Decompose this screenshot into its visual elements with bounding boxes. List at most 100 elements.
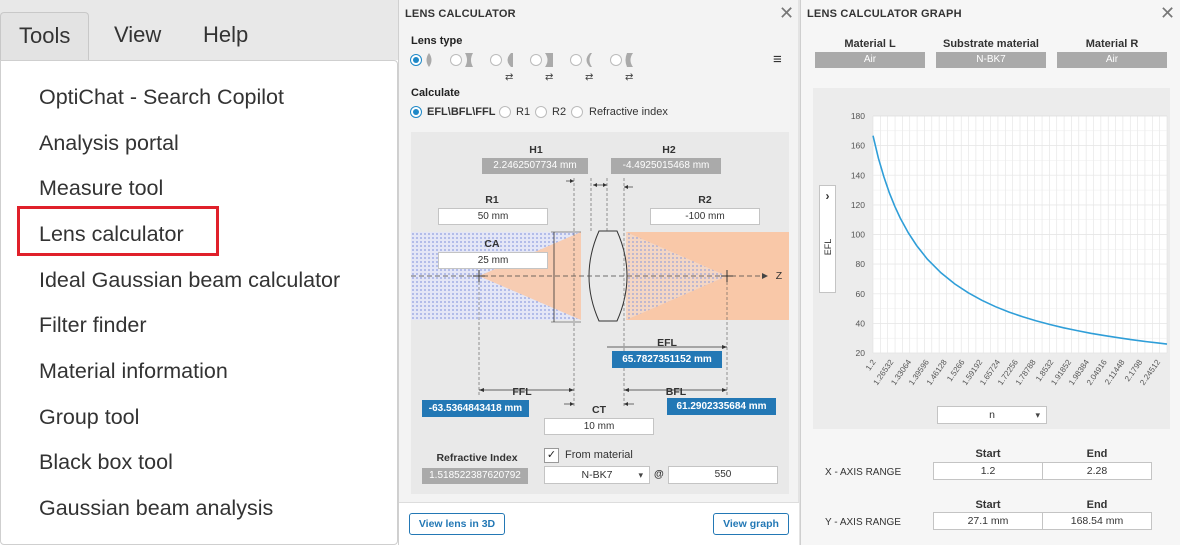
- radio-r2-label: R2: [552, 106, 567, 118]
- radio-refractive-index[interactable]: [571, 106, 583, 118]
- material-r-label: Material R: [1085, 38, 1139, 50]
- menu-item-lens-calculator[interactable]: Lens calculator: [39, 222, 184, 246]
- svg-text:⇄: ⇄: [545, 72, 553, 83]
- menu-item-group-tool[interactable]: Group tool: [39, 405, 140, 429]
- svg-text:⇄: ⇄: [505, 72, 513, 83]
- x-start-input[interactable]: 1.2: [933, 462, 1043, 480]
- lens-type-meniscus-negative-icon: ⇄: [610, 53, 633, 83]
- y-tick-label: 20: [856, 348, 866, 358]
- x-variable-select[interactable]: n ▾: [937, 406, 1047, 424]
- bfl-value: 61.2902335684 mm: [667, 398, 776, 415]
- y-tick-label: 40: [856, 318, 866, 328]
- hamburger-menu-icon[interactable]: ≡: [773, 51, 782, 68]
- r1-label: R1: [485, 194, 499, 206]
- x-start-head: Start: [975, 448, 1001, 460]
- lens-type-plano-convex-icon: ⇄: [490, 53, 513, 83]
- virtual-cone: [479, 232, 581, 320]
- menubar: Tools View Help: [0, 0, 398, 60]
- radio-r2[interactable]: [535, 106, 547, 118]
- menu-item-material-information[interactable]: Material information: [39, 359, 228, 383]
- refractive-index-label: Refractive Index: [436, 452, 518, 464]
- x-end-input[interactable]: 2.28: [1042, 462, 1152, 480]
- h1-value: 2.2462507734 mm: [482, 158, 588, 174]
- lens-type-label: Lens type: [411, 35, 463, 47]
- x-tick-label: 1.2: [864, 358, 878, 373]
- ct-input[interactable]: 10 mm: [544, 418, 654, 435]
- at-symbol: @: [654, 469, 664, 480]
- chevron-right-icon: ›: [825, 189, 830, 203]
- radio-r1-label: R1: [516, 106, 531, 118]
- y-tick-label: 60: [856, 289, 866, 299]
- lens-type-meniscus-positive-icon: ⇄: [570, 53, 593, 83]
- lens-type-biconvex-icon: [410, 53, 432, 67]
- close-icon[interactable]: ✕: [1160, 3, 1176, 23]
- from-material-label: From material: [565, 449, 633, 461]
- menu-tools[interactable]: Tools: [0, 12, 90, 60]
- calculate-label: Calculate: [411, 87, 460, 99]
- radio-r1[interactable]: [499, 106, 511, 118]
- material-l-value: Air: [815, 52, 925, 68]
- y-tick-label: 100: [851, 230, 865, 240]
- chevron-down-icon: ▾: [638, 470, 643, 480]
- menu-item-analysis-portal[interactable]: Analysis portal: [39, 131, 179, 155]
- h2-value: -4.4925015468 mm: [611, 158, 721, 174]
- menu-item-gaussian-beam-calculator[interactable]: Ideal Gaussian beam calculator: [39, 268, 341, 292]
- h1-label: H1: [529, 144, 543, 156]
- radio-efl-bfl-ffl[interactable]: [410, 106, 422, 118]
- graph-title: LENS CALCULATOR GRAPH: [807, 8, 962, 20]
- wavelength-input[interactable]: 550: [668, 466, 778, 484]
- ct-label: CT: [592, 404, 606, 416]
- menu-help[interactable]: Help: [203, 22, 249, 47]
- r2-input[interactable]: -100 mm: [650, 208, 760, 225]
- efl-chart-svg: 204060801001201401601801.21.265321.33064…: [851, 111, 1168, 387]
- lens-type-biconcave-icon: [450, 53, 473, 67]
- y-end-head: End: [1086, 499, 1108, 511]
- y-axis-range-label: Y - AXIS RANGE: [825, 517, 901, 528]
- lens-diagram-drawing: [411, 178, 789, 407]
- lens-diagram: H1 2.2462507734 mm H2 -4.4925015468 mm R…: [411, 132, 789, 494]
- view-lens-3d-button[interactable]: View lens in 3D: [409, 513, 505, 535]
- chevron-down-icon: ▾: [1035, 410, 1040, 420]
- bfl-label: BFL: [665, 386, 687, 398]
- y-tick-label: 80: [856, 259, 866, 269]
- tools-menu-area: Tools View Help OptiChat - Search Copilo…: [0, 0, 398, 545]
- tools-dropdown: OptiChat - Search Copilot Analysis porta…: [0, 60, 398, 545]
- material-select[interactable]: N-BK7 ▾: [544, 466, 650, 484]
- view-graph-button[interactable]: View graph: [713, 513, 789, 535]
- h2-label: H2: [662, 144, 676, 156]
- menu-view[interactable]: View: [114, 22, 162, 47]
- y-start-input[interactable]: 27.1 mm: [933, 512, 1043, 530]
- highlight-box: [17, 206, 219, 256]
- ca-input[interactable]: 25 mm: [438, 252, 548, 269]
- axis-arrow-icon: [762, 273, 768, 279]
- efl-chart: 20 40 60 80 100 120 140 160 180 1.2 1.26532 1.33064…: [813, 88, 1170, 429]
- radio-refractive-index-label: Refractive index: [589, 106, 668, 118]
- y-start-head: Start: [975, 499, 1001, 511]
- menu-item-filter-finder[interactable]: Filter finder: [39, 313, 147, 337]
- menu-item-black-box-tool[interactable]: Black box tool: [39, 450, 173, 474]
- menu-item-gaussian-beam-analysis[interactable]: Gaussian beam analysis: [39, 496, 274, 520]
- efl-value: 65.7827351152 mm: [612, 351, 722, 368]
- x-variable-value: n: [989, 409, 995, 421]
- ffl-value: -63.5364843418 mm: [422, 400, 529, 417]
- lens-shape: [588, 230, 628, 322]
- material-l-label: Material L: [844, 38, 896, 50]
- y-end-input[interactable]: 168.54 mm: [1042, 512, 1152, 530]
- menu-item-measure-tool[interactable]: Measure tool: [39, 176, 164, 200]
- y-tick-label: 120: [851, 200, 865, 210]
- r2-label: R2: [698, 194, 712, 206]
- x-axis-range-label: X - AXIS RANGE: [825, 467, 902, 478]
- close-icon[interactable]: ✕: [779, 3, 795, 23]
- lens-calculator-panel: LENS CALCULATOR ✕ Lens type ⇄ ⇄ ⇄: [398, 0, 799, 545]
- y-axis-toggle[interactable]: › EFL: [819, 185, 836, 293]
- menu-item-optichat[interactable]: OptiChat - Search Copilot: [39, 85, 284, 109]
- lens-type-icons: ⇄ ⇄ ⇄ ⇄: [410, 53, 633, 83]
- svg-text:⇄: ⇄: [585, 72, 593, 83]
- from-material-checkbox[interactable]: ✓: [544, 448, 559, 463]
- lens-type-plano-concave-icon: ⇄: [530, 53, 553, 83]
- r1-input[interactable]: 50 mm: [438, 208, 548, 225]
- y-axis-label: EFL: [823, 238, 833, 256]
- substrate-material-value: N-BK7: [936, 52, 1046, 68]
- substrate-material-label: Substrate material: [943, 38, 1039, 50]
- efl-label: EFL: [657, 337, 677, 349]
